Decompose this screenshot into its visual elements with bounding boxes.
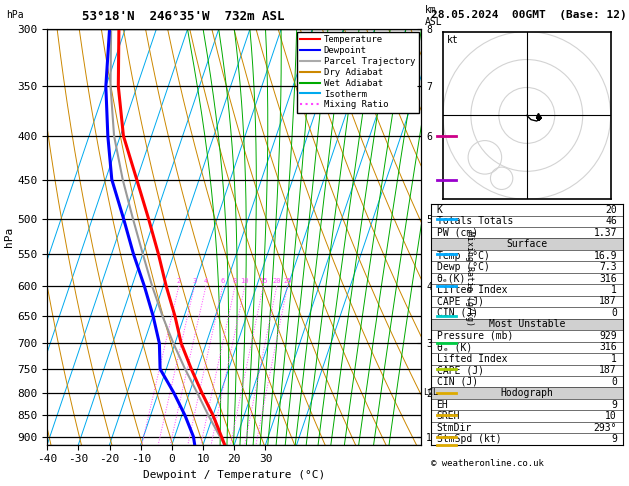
Legend: Temperature, Dewpoint, Parcel Trajectory, Dry Adiabat, Wet Adiabat, Isotherm, Mi: Temperature, Dewpoint, Parcel Trajectory… [297,32,419,113]
Text: 7.3: 7.3 [599,262,617,272]
Text: CIN (J): CIN (J) [437,377,478,387]
Text: 15: 15 [259,278,267,284]
Text: CIN (J): CIN (J) [437,308,478,318]
Text: Totals Totals: Totals Totals [437,216,513,226]
Bar [431,319,623,330]
Text: 25: 25 [283,278,292,284]
Text: Lifted Index: Lifted Index [437,285,507,295]
Text: EH: EH [437,399,448,410]
Text: 2: 2 [177,278,181,284]
Text: 3: 3 [192,278,197,284]
Text: 1: 1 [611,354,617,364]
Bar [431,239,623,250]
Text: LCL: LCL [423,388,438,398]
Text: 929: 929 [599,331,617,341]
Text: Mixing Ratio (g/kg): Mixing Ratio (g/kg) [465,231,474,326]
Text: 28.05.2024  00GMT  (Base: 12): 28.05.2024 00GMT (Base: 12) [431,10,626,20]
Text: 293°: 293° [593,422,617,433]
Bar [431,387,623,399]
Text: Pressure (mb): Pressure (mb) [437,331,513,341]
Text: 9: 9 [611,399,617,410]
Text: 1.37: 1.37 [593,228,617,238]
Text: CAPE (J): CAPE (J) [437,365,484,375]
Text: StmDir: StmDir [437,422,472,433]
Text: hPa: hPa [6,10,24,20]
Text: 20: 20 [605,205,617,215]
Text: km
ASL: km ASL [425,5,442,27]
Text: Dewp (°C): Dewp (°C) [437,262,489,272]
Text: θₑ (K): θₑ (K) [437,342,472,352]
Text: θₑ(K): θₑ(K) [437,274,466,284]
Text: Most Unstable: Most Unstable [489,319,565,330]
Text: Temp (°C): Temp (°C) [437,251,489,260]
Text: 0: 0 [611,377,617,387]
Text: 316: 316 [599,274,617,284]
Y-axis label: hPa: hPa [4,227,14,247]
Text: 187: 187 [599,296,617,307]
Text: K: K [437,205,442,215]
Text: 10: 10 [605,411,617,421]
Text: SREH: SREH [437,411,460,421]
Text: StmSpd (kt): StmSpd (kt) [437,434,501,444]
Text: 1: 1 [611,285,617,295]
Text: 46: 46 [605,216,617,226]
Text: 53°18'N  246°35'W  732m ASL: 53°18'N 246°35'W 732m ASL [82,10,284,23]
Text: 10: 10 [241,278,249,284]
Text: 4: 4 [204,278,208,284]
Text: 9: 9 [611,434,617,444]
Text: 20: 20 [272,278,281,284]
Text: 187: 187 [599,365,617,375]
Text: 6: 6 [221,278,225,284]
Text: Surface: Surface [506,239,547,249]
Text: PW (cm): PW (cm) [437,228,478,238]
Text: kt: kt [447,35,459,45]
Text: 8: 8 [233,278,237,284]
Text: 16.9: 16.9 [593,251,617,260]
Text: CAPE (J): CAPE (J) [437,296,484,307]
Text: 316: 316 [599,342,617,352]
Text: 0: 0 [611,308,617,318]
Text: © weatheronline.co.uk: © weatheronline.co.uk [431,459,543,469]
Text: Hodograph: Hodograph [500,388,554,398]
Text: Lifted Index: Lifted Index [437,354,507,364]
X-axis label: Dewpoint / Temperature (°C): Dewpoint / Temperature (°C) [143,470,325,480]
